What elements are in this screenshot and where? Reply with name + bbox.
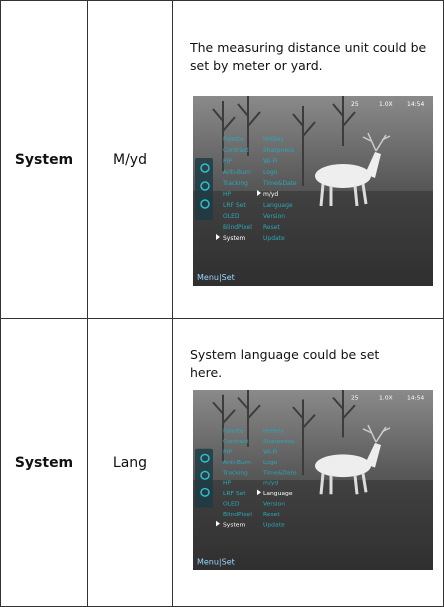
menu-item: Reset: [263, 224, 280, 231]
status: 1.0X: [379, 396, 393, 402]
footer: Menu|Set: [197, 273, 235, 282]
screenshot: 25 1.0X 14:54 Palette Contrast PIP Anti-Burn Tr…: [193, 390, 433, 570]
deer-legs: [319, 183, 368, 207]
menu-item: HP: [223, 191, 232, 198]
tree: [212, 101, 236, 171]
menu-item: Version: [263, 213, 285, 220]
description: The measuring distance unit could be set…: [190, 40, 427, 73]
screenshot: 25 1.0X 14:54 Palette Contrast PIP Anti-Burn Tr…: [193, 96, 433, 286]
menu-item: System: [223, 523, 246, 529]
menu-item: Sharpness: [263, 147, 294, 154]
menu-item: LRF Set: [223, 202, 246, 209]
menu-item: Logo: [263, 169, 278, 176]
menu-item: BlindPixel: [223, 512, 252, 518]
menu-item: Wi-Fi: [263, 158, 278, 165]
item: M/yd: [113, 151, 147, 168]
menu-item: Time&Date: [262, 470, 297, 476]
deer-legs: [319, 473, 368, 495]
menu-item: Wi-Fi: [263, 450, 278, 456]
tree: [237, 96, 261, 156]
side-bar: [195, 448, 213, 508]
menu-item: Sharpness: [263, 439, 294, 445]
item-cell: Lang: [87, 318, 173, 607]
footer: Menu|Set: [197, 558, 235, 567]
status: 14:54: [407, 101, 424, 108]
side-bar: [195, 158, 213, 220]
item-cell: M/yd: [87, 0, 173, 319]
item: Lang: [112, 454, 148, 471]
selector: [257, 190, 261, 196]
menu-item: Contrast: [223, 147, 249, 154]
deer-body: [315, 164, 371, 188]
ground: [193, 191, 433, 286]
selector: [216, 234, 220, 240]
menu-item: Palette: [223, 136, 244, 143]
deer-neck: [365, 152, 381, 178]
menu-item: Update: [263, 523, 285, 529]
ground: [193, 480, 433, 570]
menu-item: Reset: [263, 512, 280, 518]
menu-item: Tracking: [222, 470, 248, 476]
menu-item: Hotkey: [263, 429, 285, 435]
icon: [200, 181, 210, 191]
menu-item: Language: [263, 491, 293, 497]
tree: [292, 399, 316, 476]
menu-item: LRF Set: [223, 491, 246, 497]
icon: [200, 163, 210, 173]
menu-item: BlindPixel: [223, 224, 252, 231]
menu-item: Tracking: [222, 180, 248, 187]
tree: [292, 106, 316, 186]
icon: [200, 453, 210, 463]
feature: System: [14, 151, 74, 168]
tree: [332, 390, 356, 438]
menu-item: m/yd: [263, 481, 278, 487]
menu-item: Time&Date: [262, 180, 297, 187]
menu-item: System: [223, 235, 246, 242]
desc-cell: The measuring distance unit could be set…: [172, 0, 444, 319]
menu-item: Version: [263, 502, 285, 508]
menu-item: Logo: [263, 460, 278, 466]
menu-item: Palette: [223, 429, 244, 435]
feature: System: [14, 454, 74, 471]
menu-item: PIP: [223, 450, 232, 456]
deer-neck: [365, 443, 381, 468]
description: System language could be set here.: [190, 347, 380, 380]
status: 25: [351, 396, 359, 402]
status: 25: [351, 101, 359, 108]
selector: [257, 489, 261, 496]
menu-item: Hotkey: [263, 136, 284, 143]
icon: [200, 470, 210, 480]
menu-item: PIP: [223, 158, 232, 165]
feature-cell: System: [0, 0, 88, 319]
menu-item: Update: [263, 235, 285, 242]
feature-cell: System: [0, 318, 88, 607]
menu-item: m/yd: [263, 191, 278, 198]
tree: [332, 96, 356, 146]
antlers: [362, 132, 391, 152]
menu-item: HP: [223, 481, 232, 487]
menu-item: OLED: [223, 213, 240, 220]
tree: [212, 394, 236, 462]
icon: [200, 487, 210, 497]
status: 14:54: [407, 396, 425, 402]
menu-item: Anti-Burn: [223, 460, 251, 466]
selector: [216, 520, 220, 527]
menu-item: Contrast: [223, 439, 249, 445]
status: 1.0X: [379, 101, 393, 108]
menu-item: Language: [263, 202, 293, 209]
tree: [237, 390, 261, 447]
desc-cell: System language could be set here. 25 1.0…: [172, 318, 444, 607]
menu-item: Anti-Burn: [223, 169, 251, 176]
deer-body: [315, 454, 371, 478]
icon: [200, 199, 210, 209]
menu-item: OLED: [223, 502, 240, 508]
antlers: [362, 424, 391, 443]
